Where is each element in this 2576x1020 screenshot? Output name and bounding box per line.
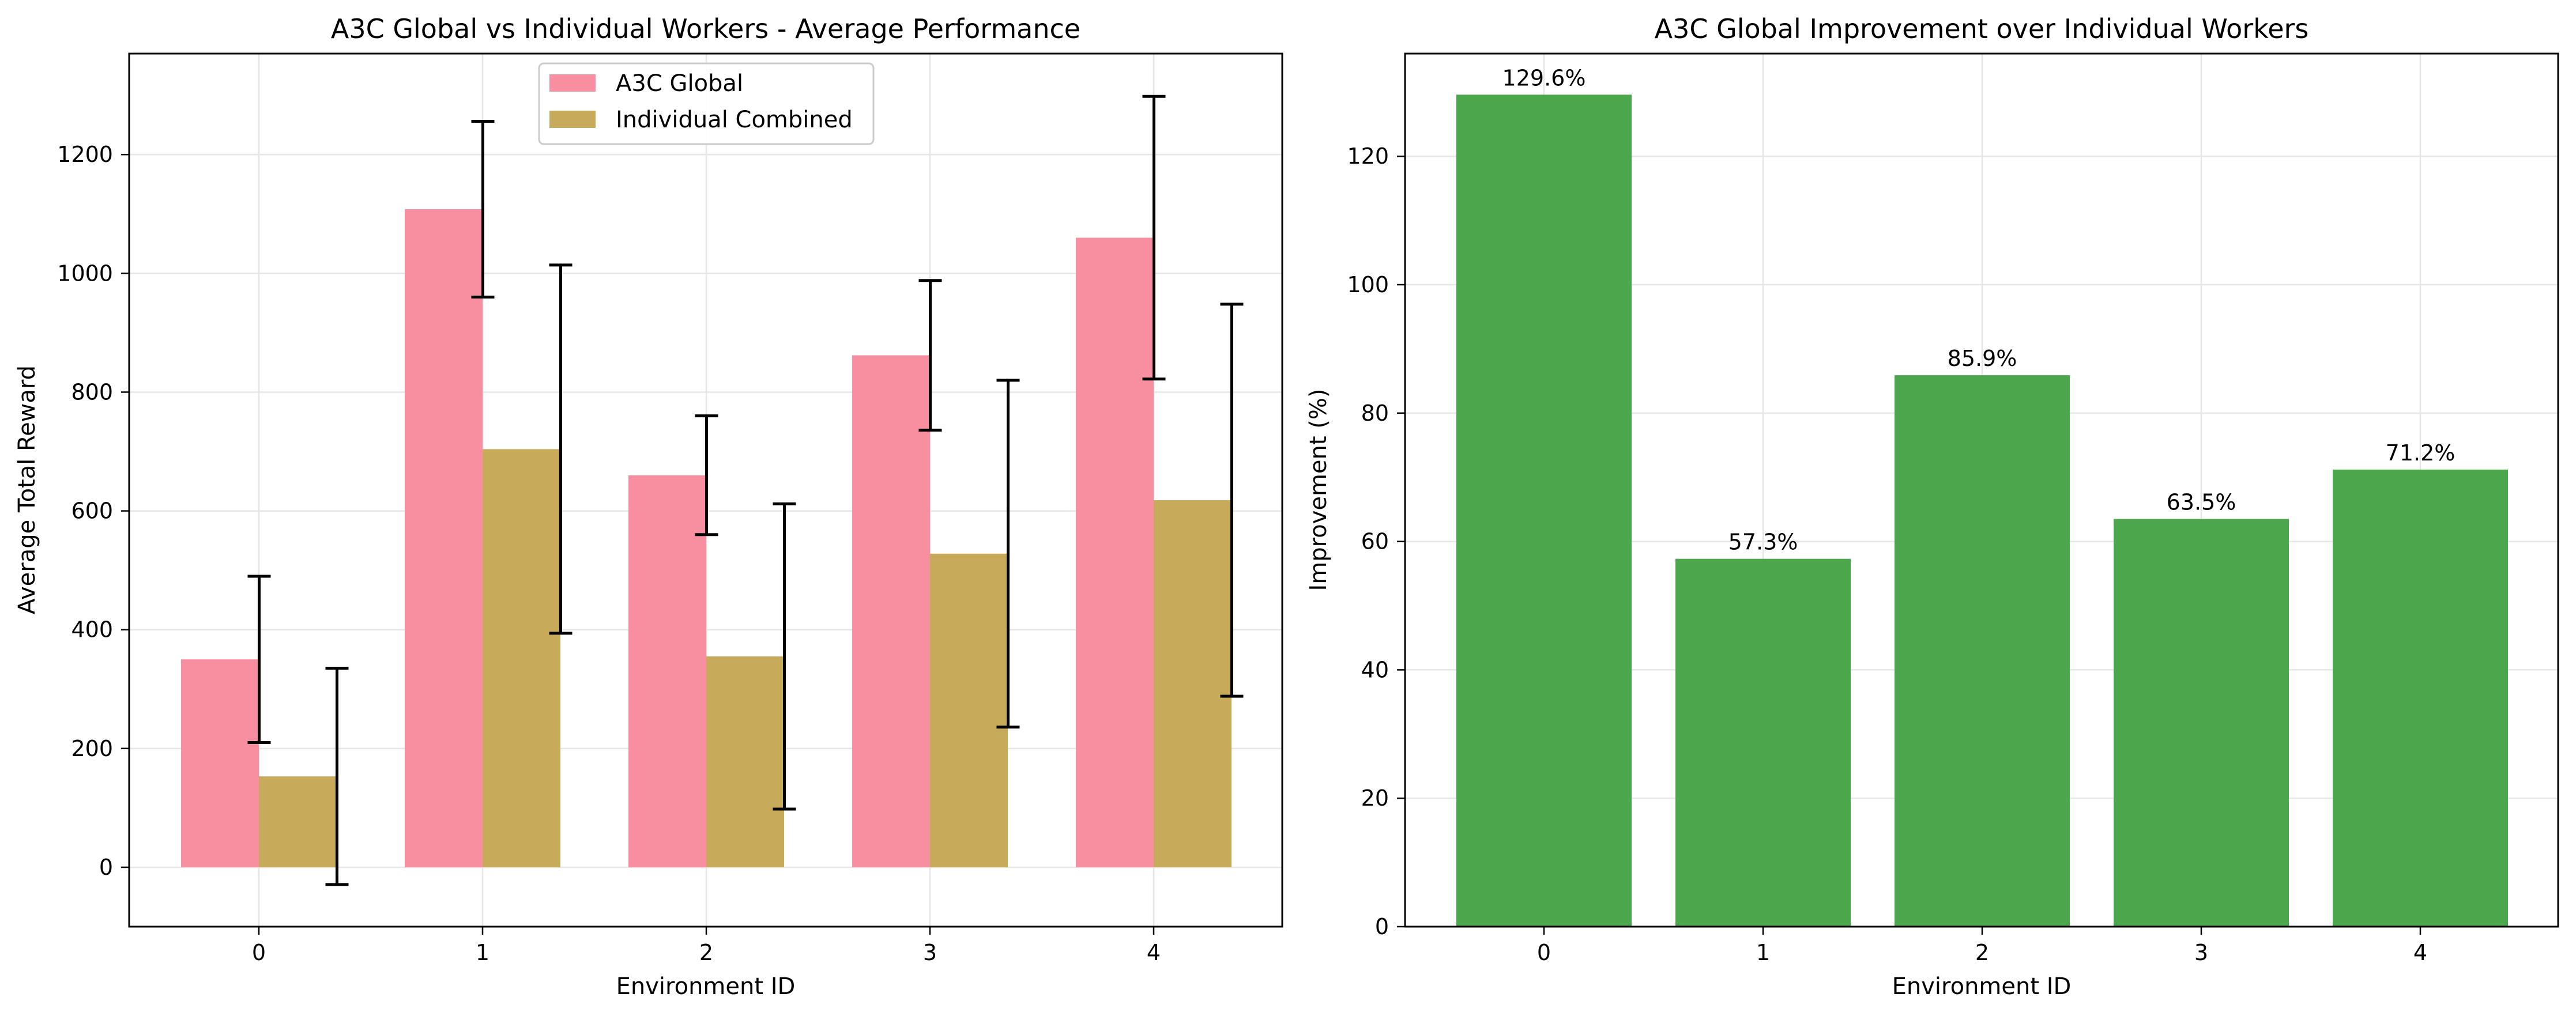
x-tick-label: 3 [923, 940, 937, 965]
bar-improvement [2333, 469, 2508, 927]
bar-individual-combined [1154, 500, 1231, 867]
y-tick-label: 100 [1347, 272, 1389, 297]
reward-chart-bars [181, 209, 1231, 867]
legend-swatch-individual-combined [549, 111, 596, 128]
bar-a3c-global [852, 355, 930, 867]
bar-a3c-global [1076, 237, 1154, 867]
improvement-chart-data-labels: 129.6% 57.3% 85.9% 63.5% 71.2% [1502, 65, 2456, 554]
reward-chart-title: A3C Global vs Individual Workers - Avera… [331, 13, 1080, 44]
bar-improvement [1895, 375, 2070, 927]
y-tick-label: 600 [71, 498, 113, 524]
x-tick-label: 4 [2413, 940, 2427, 965]
y-tick-label: 80 [1361, 401, 1389, 426]
bar-individual-combined [259, 776, 337, 867]
bar-individual-combined [706, 656, 784, 867]
bar-value-label: 71.2% [2386, 440, 2456, 466]
bar-value-label: 129.6% [1502, 65, 1586, 90]
x-tick-label: 1 [1756, 940, 1770, 965]
x-tick-label: 2 [1975, 940, 1989, 965]
y-tick-label: 200 [71, 736, 113, 761]
legend-swatch-a3c-global [549, 74, 596, 92]
bar-a3c-global [405, 209, 483, 867]
y-tick-label: 0 [99, 855, 113, 880]
y-tick-label: 120 [1347, 143, 1389, 169]
y-tick-label: 1200 [57, 142, 113, 167]
bar-individual-combined [930, 553, 1008, 867]
bar-improvement [1675, 558, 1851, 927]
bar-a3c-global [628, 475, 706, 867]
improvement-chart-y-label: Improvement (%) [1305, 388, 1332, 591]
reward-chart: A3C Global vs Individual Workers - Avera… [14, 13, 1283, 1000]
x-tick-label: 0 [1537, 940, 1551, 965]
legend-frame [538, 62, 875, 145]
x-tick-label: 0 [252, 940, 266, 965]
reward-chart-error-bars [247, 95, 1244, 886]
reward-chart-y-label: Average Total Reward [14, 365, 40, 614]
x-tick-label: 3 [2194, 940, 2208, 965]
reward-chart-legend: A3C Global Individual Combined [538, 62, 875, 145]
y-tick-label: 1000 [57, 260, 113, 286]
y-tick-label: 800 [71, 379, 113, 405]
bar-value-label: 57.3% [1728, 530, 1798, 555]
improvement-chart-title: A3C Global Improvement over Individual W… [1655, 13, 2309, 44]
improvement-chart-x-label: Environment ID [1892, 973, 2072, 1000]
bar-a3c-global [181, 659, 259, 867]
bar-improvement [1456, 95, 1632, 927]
y-tick-label: 0 [1375, 914, 1389, 939]
legend-label-individual-combined: Individual Combined [616, 107, 853, 133]
x-tick-label: 4 [1147, 940, 1161, 965]
reward-chart-x-ticks: 0 1 2 3 4 [252, 927, 1161, 965]
x-tick-label: 2 [699, 940, 713, 965]
y-tick-label: 400 [71, 617, 113, 643]
bar-value-label: 85.9% [1948, 346, 2017, 371]
bar-improvement [2114, 519, 2289, 927]
y-tick-label: 60 [1361, 529, 1389, 554]
x-tick-label: 1 [476, 940, 489, 965]
bar-individual-combined [483, 449, 560, 867]
improvement-chart: A3C Global Improvement over Individual W… [1305, 13, 2559, 1000]
legend-label-a3c-global: A3C Global [616, 70, 743, 97]
reward-chart-y-ticks: 0 200 400 600 800 1000 1200 [57, 142, 129, 880]
bar-value-label: 63.5% [2167, 490, 2236, 515]
improvement-chart-bars [1456, 95, 2508, 927]
improvement-chart-y-ticks: 0 20 40 60 80 100 120 [1347, 143, 1405, 939]
y-tick-label: 40 [1361, 657, 1389, 682]
y-tick-label: 20 [1361, 785, 1389, 811]
reward-chart-x-label: Environment ID [616, 973, 796, 1000]
improvement-chart-x-ticks: 0 1 2 3 4 [1537, 927, 2427, 965]
